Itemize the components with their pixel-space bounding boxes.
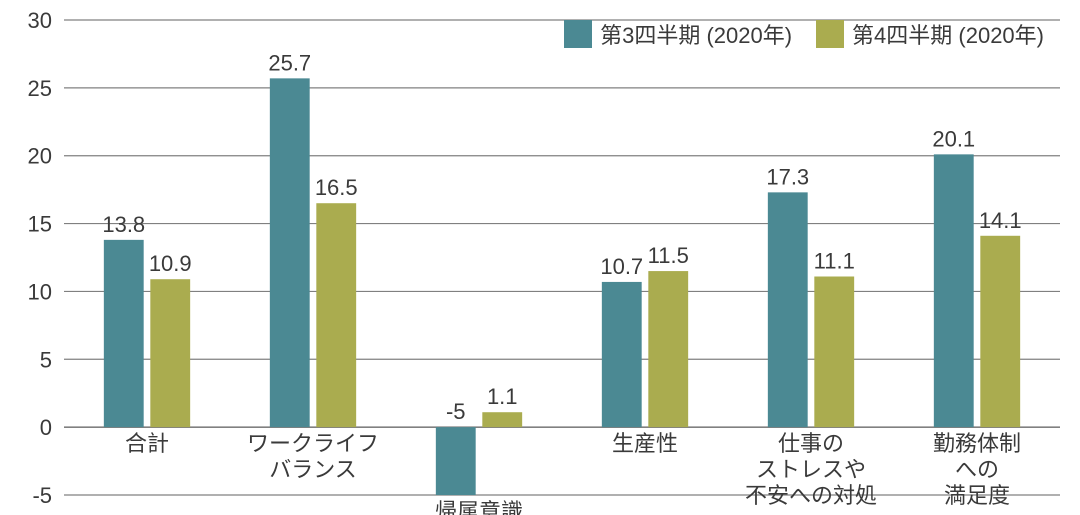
- bar: [934, 154, 974, 427]
- y-tick-label: 30: [28, 8, 52, 33]
- y-tick-label: 5: [40, 347, 52, 372]
- bar: [104, 240, 144, 427]
- category-label: 勤務体制への満足度: [933, 431, 1021, 508]
- legend-swatch-q4: [816, 20, 844, 48]
- bar: [814, 277, 854, 428]
- legend-label-q3: 第3四半期 (2020年): [600, 18, 792, 50]
- value-label: 20.1: [932, 126, 975, 151]
- bar: [316, 203, 356, 427]
- category-label: 仕事のストレスや不安への対処: [745, 431, 877, 508]
- bar: [270, 78, 310, 427]
- value-label: 11.5: [648, 243, 689, 268]
- legend-item-q3: 第3四半期 (2020年): [564, 18, 792, 50]
- value-label: 14.1: [979, 208, 1022, 233]
- category-label: 生産性: [612, 431, 678, 456]
- value-label: -5: [446, 399, 466, 424]
- y-tick-label: 25: [28, 76, 52, 101]
- y-tick-label: 10: [28, 279, 52, 304]
- value-label: 17.3: [766, 164, 809, 189]
- category-label: ワークライフバランス: [247, 431, 379, 482]
- value-label: 10.9: [149, 251, 192, 276]
- value-label: 10.7: [600, 254, 643, 279]
- bar: [150, 279, 190, 427]
- y-tick-label: -5: [32, 483, 52, 508]
- value-label: 25.7: [268, 50, 311, 75]
- bar: [648, 271, 688, 427]
- value-label: 16.5: [315, 175, 358, 200]
- bar: [980, 236, 1020, 427]
- category-label: 帰属意識: [435, 499, 523, 515]
- bar: [768, 192, 808, 427]
- chart-container: 第3四半期 (2020年) 第4四半期 (2020年) -5 0 5 10 15 20 25…: [0, 0, 1080, 515]
- category-label: 合計: [125, 431, 169, 456]
- y-tick-label: 20: [28, 144, 52, 169]
- bar-chart: -5 0 5 10 15 20 25 30 13.810.9 合計 25.7 16.5 ワークライフバラ…: [0, 0, 1080, 515]
- value-label: 1.1: [487, 384, 518, 409]
- y-tick-label: 15: [28, 212, 52, 237]
- value-label: 11.1: [814, 249, 855, 274]
- chart-legend: 第3四半期 (2020年) 第4四半期 (2020年): [564, 18, 1044, 50]
- bar: [602, 282, 642, 427]
- legend-swatch-q3: [564, 20, 592, 48]
- legend-label-q4: 第4四半期 (2020年): [852, 18, 1044, 50]
- bar: [436, 427, 476, 495]
- bar: [482, 412, 522, 427]
- value-label: 13.8: [102, 212, 145, 237]
- y-tick-label: 0: [40, 415, 52, 440]
- legend-item-q4: 第4四半期 (2020年): [816, 18, 1044, 50]
